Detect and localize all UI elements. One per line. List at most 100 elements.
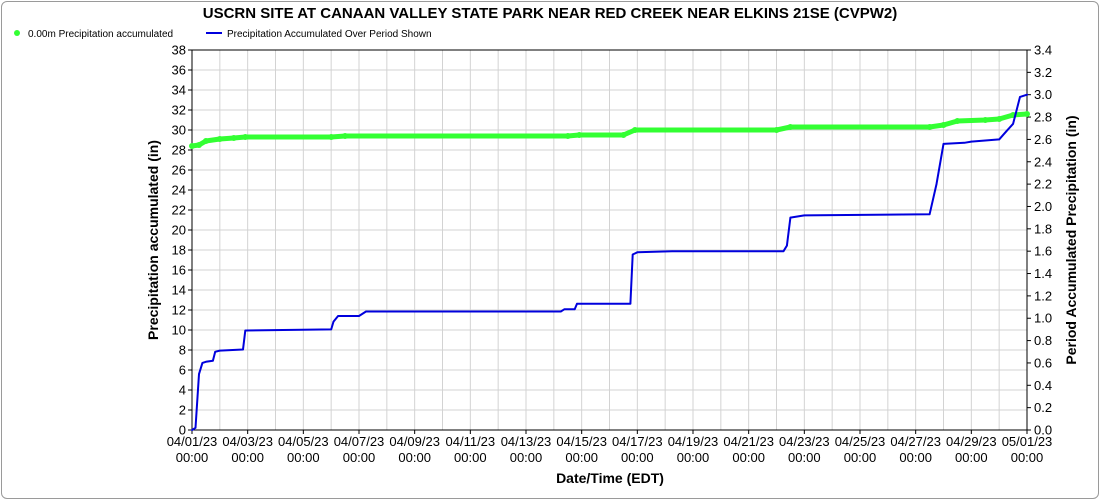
data-point-1: [242, 348, 244, 351]
y-tick-label: 20: [172, 223, 186, 238]
x-tick-date: 04/25/23: [835, 434, 886, 449]
legend-marker-accumulated: [14, 30, 20, 36]
y-tick-label: 18: [172, 243, 186, 258]
y-tick-label: 12: [172, 303, 186, 318]
y2-tick-label: 0.8: [1034, 333, 1052, 348]
data-point-1: [1019, 96, 1021, 98]
y2-tick-label: 1.6: [1034, 244, 1052, 259]
data-point-0: [576, 132, 583, 138]
x-tick-time: 00:00: [844, 450, 877, 465]
x-tick-time: 00:00: [899, 450, 932, 465]
y-tick-label: 22: [172, 203, 186, 218]
x-tick-date: 05/01/23: [1002, 434, 1053, 449]
y-axis-title: Precipitation accumulated (in): [145, 140, 161, 340]
chart-title: USCRN SITE AT CANAAN VALLEY STATE PARK N…: [203, 5, 898, 22]
data-point-1: [214, 351, 216, 353]
x-tick-date: 04/07/23: [334, 434, 385, 449]
data-point-1: [358, 315, 360, 317]
x-axis: 04/01/2300:0004/03/2300:0004/05/2300:000…: [167, 430, 1053, 465]
data-point-0: [954, 118, 961, 124]
data-point-1: [563, 308, 566, 311]
x-tick-date: 04/21/23: [723, 434, 774, 449]
data-point-1: [1005, 130, 1007, 133]
y2-tick-label: 0.2: [1034, 400, 1052, 415]
y2-tick-label: 3.4: [1034, 43, 1052, 58]
data-point-1: [194, 427, 197, 429]
legend-label-period: Precipitation Accumulated Over Period Sh…: [227, 29, 432, 40]
y-tick-label: 14: [172, 283, 186, 298]
data-point-1: [636, 251, 639, 254]
data-point-1: [928, 213, 931, 216]
data-point-0: [632, 127, 638, 133]
data-point-1: [198, 373, 200, 375]
data-point-0: [328, 134, 335, 140]
x-tick-date: 04/01/23: [167, 434, 218, 449]
y-tick-label: 8: [179, 343, 186, 358]
y2-tick-label: 3.0: [1034, 87, 1052, 102]
x-tick-date: 04/11/23: [446, 434, 496, 449]
legend-label-accumulated: 0.00m Precipitation accumulated: [28, 29, 173, 40]
data-point-1: [330, 328, 333, 331]
x-tick-date: 04/09/23: [389, 434, 440, 449]
data-point-0: [196, 142, 202, 148]
data-point-1: [219, 349, 221, 352]
data-point-1: [942, 143, 945, 145]
y-tick-label: 4: [179, 383, 186, 398]
data-point-0: [230, 135, 237, 141]
x-tick-date: 04/19/23: [668, 434, 719, 449]
data-point-0: [620, 132, 627, 138]
data-point-1: [201, 362, 204, 364]
x-tick-date: 04/13/23: [501, 434, 552, 449]
data-point-1: [803, 214, 806, 217]
y2-tick-label: 1.0: [1034, 311, 1052, 326]
y2-tick-label: 2.8: [1034, 110, 1052, 125]
y-tick-label: 0: [179, 423, 186, 438]
y-tick-label: 36: [172, 63, 186, 78]
data-point-0: [564, 133, 571, 139]
y-tick-label: 28: [172, 143, 186, 158]
y2-tick-label: 3.2: [1034, 65, 1052, 80]
data-point-0: [216, 136, 223, 142]
x-tick-time: 00:00: [176, 450, 209, 465]
data-point-1: [786, 244, 788, 247]
y2-tick-label: 1.2: [1034, 288, 1052, 303]
x-tick-time: 00:00: [231, 450, 264, 465]
x-tick-time: 00:00: [343, 450, 376, 465]
data-point-0: [242, 134, 249, 140]
y2-tick-label: 1.8: [1034, 221, 1052, 236]
y2-tick-label: 2.6: [1034, 132, 1052, 147]
x-tick-time: 00:00: [1011, 450, 1044, 465]
y2-tick-label: 2.2: [1034, 177, 1052, 192]
data-point-0: [773, 127, 780, 133]
y2-tick-label: 2.4: [1034, 154, 1052, 169]
y-tick-label: 38: [172, 43, 186, 58]
data-point-1: [671, 250, 673, 252]
y-tick-label: 16: [172, 263, 186, 278]
data-point-0: [787, 124, 794, 130]
data-point-1: [573, 308, 576, 311]
data-point-1: [332, 320, 335, 323]
data-point-0: [996, 116, 1003, 122]
data-point-1: [631, 253, 634, 256]
data-point-1: [1026, 93, 1028, 96]
x-tick-time: 00:00: [677, 450, 710, 465]
data-point-0: [940, 122, 947, 128]
x-tick-time: 00:00: [732, 450, 765, 465]
y2-tick-label: 0.6: [1034, 355, 1052, 370]
data-point-1: [1012, 123, 1014, 125]
y2-axis-title: Period Accumulated Precipitation (in): [1063, 115, 1079, 364]
data-point-1: [935, 183, 938, 185]
data-point-1: [970, 140, 973, 143]
y-tick-label: 2: [179, 403, 186, 418]
data-point-1: [629, 302, 632, 305]
x-tick-time: 00:00: [454, 450, 487, 465]
y-axis-right: 0.0 0.2 0.4 0.6 0.8 1.0 1.2 1.4 1.6 1.8 2.0 2.2 2.4 2…: [1027, 43, 1052, 438]
y2-tick-label: 0.0: [1034, 423, 1052, 438]
data-point-0: [202, 138, 209, 144]
data-point-1: [365, 310, 367, 313]
x-tick-time: 00:00: [955, 450, 988, 465]
data-point-1: [212, 359, 214, 362]
data-point-1: [963, 142, 966, 144]
x-tick-time: 00:00: [398, 450, 431, 465]
